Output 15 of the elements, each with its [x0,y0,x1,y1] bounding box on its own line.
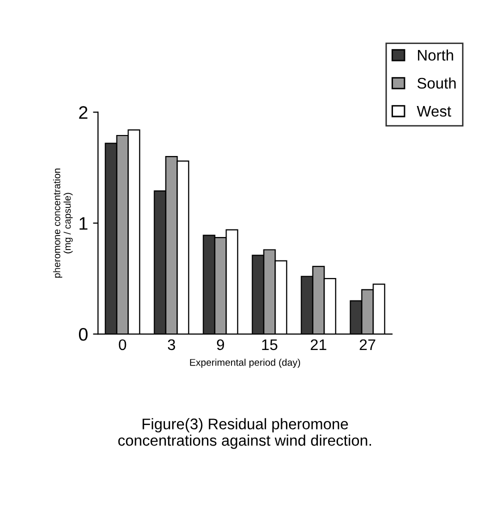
x-tick-label: 27 [360,339,376,350]
y-tick-label: 1 [80,217,88,230]
y-tick-label: 2 [79,106,88,119]
x-tick-label: 9 [216,339,224,350]
y-axis-title: pheromone concentration (mg / capsule) [53,168,73,278]
x-tick-label: 0 [118,339,126,350]
text: Figure(3) Residual pheromone concentrations against wind direction. [118,418,371,449]
x-tick-label: 3 [168,339,176,350]
legend-label: North [418,49,454,61]
legend-label: South [417,77,456,89]
x-tick-label: 15 [262,339,278,350]
y-tick-label: 0 [78,328,88,341]
x-tick-label: 21 [310,339,326,350]
x-axis-title: Experimental period (day) [190,358,300,368]
legend-label: West [416,106,452,117]
